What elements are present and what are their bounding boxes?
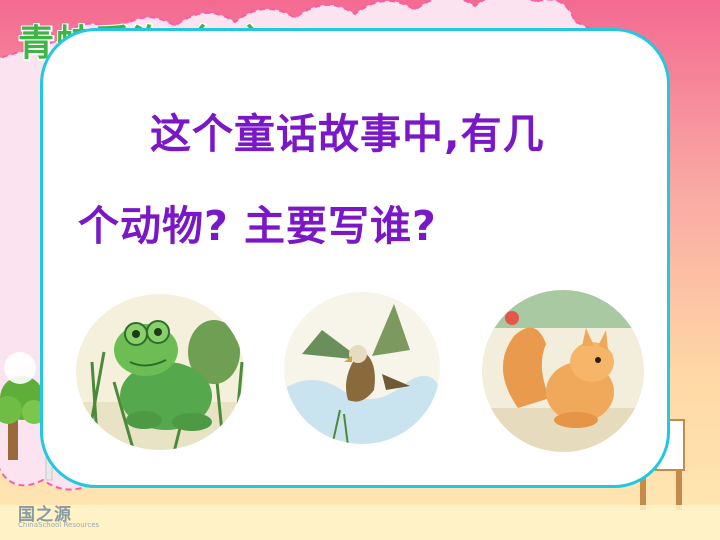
question-text: 这个童话故事中,有几个动物? 主要写谁?: [78, 88, 678, 272]
question-line-2: 个动物? 主要写谁?: [78, 202, 437, 250]
logo-text: 国之源: [18, 505, 72, 525]
watermark-logo: 国之源 ChinaSchool Resources: [14, 500, 104, 534]
question-line-1: 这个童话故事中,有几: [150, 110, 545, 158]
squirrel-illustration: [482, 290, 644, 452]
eagle-illustration: [284, 292, 440, 444]
logo-subtext: ChinaSchool Resources: [18, 521, 100, 529]
frog-illustration: [76, 294, 244, 450]
